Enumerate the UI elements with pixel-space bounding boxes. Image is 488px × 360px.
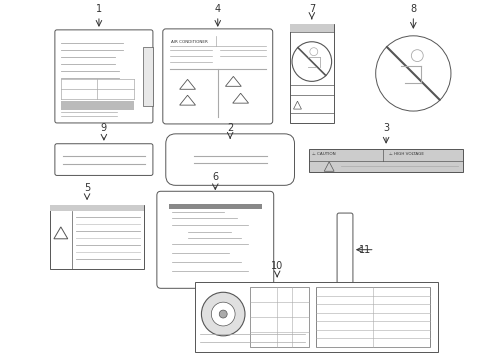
Text: 10: 10 (270, 261, 283, 271)
FancyBboxPatch shape (55, 144, 153, 175)
Circle shape (291, 42, 331, 81)
FancyBboxPatch shape (165, 134, 294, 185)
Bar (168, 204, 261, 209)
Bar (289, 24, 333, 32)
Circle shape (375, 36, 450, 111)
Bar (249, 287, 309, 347)
Text: 9: 9 (101, 123, 107, 133)
Bar (316, 287, 429, 347)
Circle shape (211, 302, 235, 326)
Bar (50, 205, 143, 270)
Circle shape (219, 310, 227, 318)
Text: 1: 1 (96, 4, 102, 14)
FancyBboxPatch shape (157, 191, 273, 288)
FancyBboxPatch shape (55, 30, 153, 123)
Text: 8: 8 (409, 4, 416, 14)
Text: 6: 6 (212, 172, 218, 183)
Text: AIR CONDITIONER: AIR CONDITIONER (170, 40, 207, 44)
Bar (309, 149, 462, 172)
FancyBboxPatch shape (336, 213, 352, 286)
FancyBboxPatch shape (163, 29, 272, 124)
Bar (50, 205, 143, 211)
Text: 2: 2 (226, 123, 233, 133)
Bar (61, 102, 134, 110)
Bar (195, 282, 437, 352)
Text: ⚠ HIGH VOLTAGE: ⚠ HIGH VOLTAGE (388, 152, 423, 156)
Bar (289, 24, 333, 123)
Text: 4: 4 (214, 4, 221, 14)
Text: 3: 3 (382, 123, 388, 133)
Text: 7: 7 (308, 4, 314, 14)
Text: ⚠ CAUTION: ⚠ CAUTION (312, 152, 335, 156)
Text: 11: 11 (358, 245, 370, 255)
Text: 5: 5 (84, 183, 90, 193)
Bar (142, 47, 153, 106)
Circle shape (201, 292, 244, 336)
